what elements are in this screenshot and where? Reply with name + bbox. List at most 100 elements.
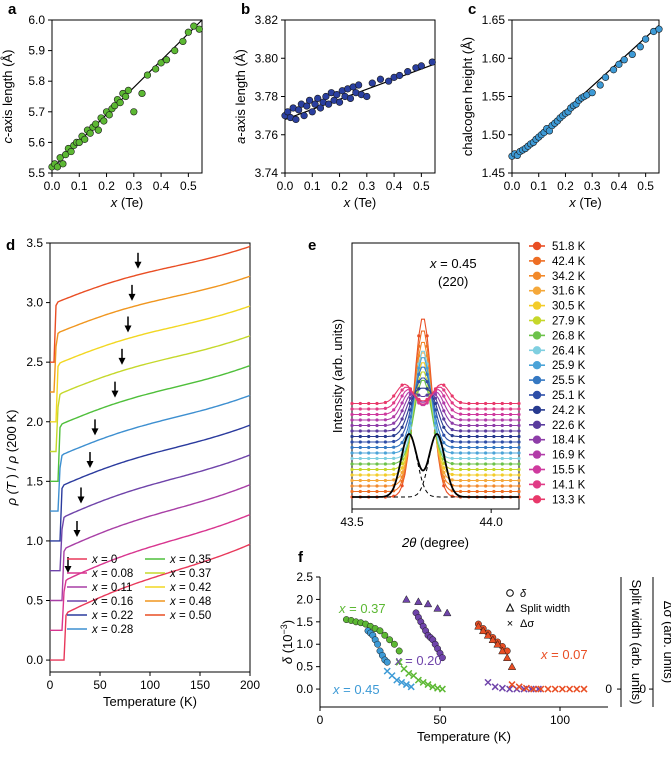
panel-e-legend-label-6: 26.8 K [552,330,586,342]
panel-b-point-10 [308,108,316,116]
panel-e-series-8-marker-20 [517,451,521,455]
panel-e-series-16-marker-6 [400,388,404,392]
panel-f-group-3-sigma-2 [522,684,530,692]
panel-d-legend-label-8: x = 0.42 [169,582,211,594]
panel-e-series-5-marker-5 [392,467,396,471]
panel-e-series-0-marker-8 [417,334,421,338]
panel-e-series-2-marker-14 [467,484,471,488]
panel-e-series-3-marker-16 [484,478,488,483]
panel-d-ylabel-part: ρ [4,455,19,464]
panel-b-point-34 [395,71,404,80]
panel-f-legend-label-split: Split width [520,603,570,615]
panel-e-series-8-marker-5 [392,451,396,455]
panel-e-series-9-marker-0 [350,445,354,450]
panel-e-legend-marker-7 [532,346,542,355]
panel-e-series-9-marker-3 [375,445,379,450]
panel-e-series-3-marker-17 [492,478,496,483]
panel-e-series-10-marker-2 [367,440,371,444]
panel-e-series-17-marker-13 [458,400,463,405]
panel-e-series-11-marker-10 [433,401,438,406]
panel-e-series-16-marker-8 [417,400,421,404]
panel-e-series-10-marker-18 [500,440,504,444]
panel-e-series-8-marker-12 [450,451,454,455]
panel-e-series-11-marker-18 [500,434,504,439]
panel-e-series-10-marker-20 [517,440,521,444]
panel-e-series-8-marker-14 [467,451,471,455]
panel-f-ytick-label-0: 0.0 [296,682,313,696]
panel-a-point-33 [157,59,165,67]
panel-d-legend-label-8-part: = 0.42 [176,582,212,594]
panel-e-series-9-marker-14 [467,445,471,450]
panel-d-series-0 [50,543,251,661]
panel-e-legend-marker-0 [532,241,542,251]
panel-e-series-12-marker-16 [484,429,488,433]
panel-e-series-11-marker-1 [358,434,362,439]
panel-e-series-8-marker-3 [375,451,379,455]
panel-e-series-10-marker-16 [484,440,488,444]
panel-e-legend-label-16: 14.1 K [552,479,586,491]
panel-e-series-5-marker-15 [475,467,479,472]
panel-c-point-33 [615,60,623,68]
panel-e-series-11-marker-5 [392,434,396,438]
panel-d-legend-label-5: x = 0.28 [91,624,133,636]
panel-b-point-4 [292,115,300,124]
panel-b-xlabel-part: (Te) [350,195,376,210]
panel-e-series-10-marker-17 [492,440,496,444]
panel-e-series-15-marker-18 [500,412,504,417]
panel-f-group-3-split-3 [488,635,498,644]
panel-a-frame [51,19,203,174]
panel-e-series-7-marker-0 [350,456,354,461]
panel-e-series-10-marker-3 [375,440,379,444]
panel-e-series-14-marker-1 [358,418,362,422]
panel-d-ytick-label-7: 3.5 [26,236,43,250]
panel-b-point-16 [325,100,333,108]
panel-e-series-3-marker-0 [350,478,354,483]
panel-e-series-10-marker-12 [450,439,454,444]
panel-e-series-4-marker-11 [442,466,446,470]
panel-e-series-3-marker-3 [375,478,379,483]
panel-e-series-7-marker-14 [467,456,471,461]
panel-f-group-3-sigma-9 [573,685,581,693]
panel-e-series-4-marker-15 [475,473,479,477]
panel-f-group-0-sigma-0 [395,658,403,666]
panel-e-series-5-marker-17 [492,467,496,472]
panel-a-point-25 [116,99,124,107]
panel-e-series-17-marker-19 [509,401,513,406]
panel-e-annotation-1-part: = 0.45 [437,256,477,271]
panel-e-legend-label-13: 18.4 K [552,435,586,447]
panel-e-series-5-marker-2 [367,467,371,472]
panel-e-series-7-marker-15 [475,456,479,461]
panel-d-legend-label-1-part: x [91,568,99,580]
panel-f-ylabel-part: (10 [280,634,295,656]
panel-e-legend-marker-8 [532,361,542,370]
panel-e-series-1-marker-8 [417,344,421,348]
panel-d-xtick-label-0: 0 [47,678,54,692]
panel-e-series-13-marker-5 [392,421,396,425]
panel-e-series-1-marker-19 [509,489,513,494]
panel-e-series-13-marker-3 [375,423,379,428]
panel-d-legend-label-3: x = 0.16 [91,596,133,608]
panel-e-series-14-marker-17 [492,418,496,422]
panel-e-series-11-marker-9 [425,387,429,391]
panel-f-group-label-3-part: = 0.07 [548,647,588,662]
panel-f-group-3-split-1 [478,626,488,635]
panel-e-series-3-marker-14 [467,478,471,483]
panel-f-group-2-sigma-0 [484,678,492,686]
panel-e-series-12-marker-13 [458,429,463,433]
panel-f-group-3-sigma-10 [580,685,588,693]
panel-b-point-13 [316,104,325,112]
panel-a-xtick-label-1: 0.1 [71,179,88,193]
panel-e-series-8-marker-18 [500,451,504,455]
panel-e-series-9-marker-4 [383,445,387,450]
panel-e-series-5-marker-1 [358,467,362,472]
panel-f-group-label-0-part: = 0.37 [346,601,386,616]
panel-f-group-label-1-part: x [332,682,340,697]
panel-b-point-38 [428,58,436,66]
panel-c-label: c [468,1,476,18]
panel-e-series-13-marker-11 [442,409,446,413]
panel-d-legend-label-6-part: = 0.35 [176,554,212,566]
panel-e-series-9-marker-13 [458,445,463,450]
panel-e-series-6-marker-3 [375,462,379,466]
panel-e-series-15-marker-17 [492,412,496,417]
panel-f-group-2-split-3 [433,604,442,612]
